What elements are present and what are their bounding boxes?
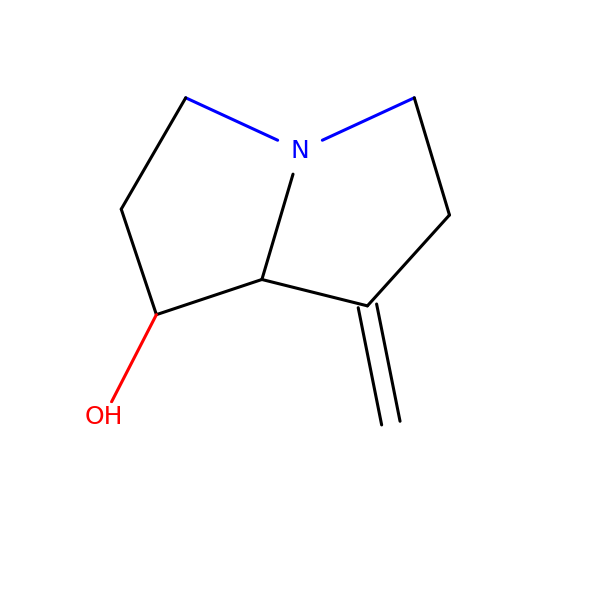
Text: N: N	[290, 139, 310, 163]
Text: OH: OH	[85, 405, 123, 429]
